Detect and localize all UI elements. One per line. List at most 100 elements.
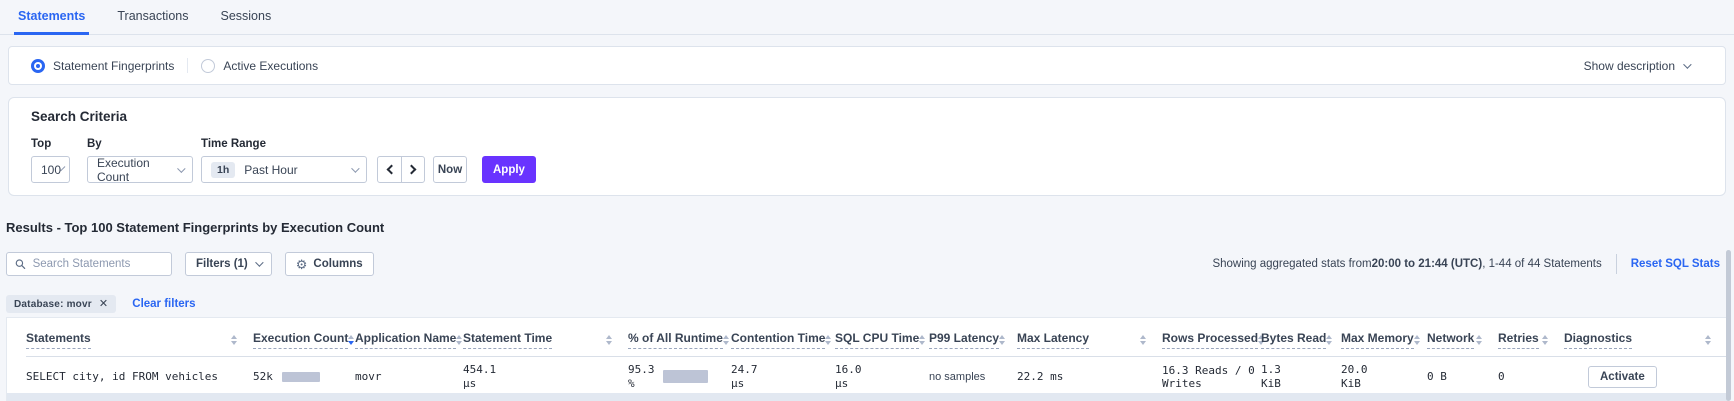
clear-filters-link[interactable]: Clear filters (132, 298, 196, 310)
cell-application-name: movr (355, 370, 382, 383)
database-filter-pill-label: Database: movr (14, 298, 92, 310)
column-header-execution-count[interactable]: Execution Count (253, 331, 355, 349)
by-select-value: Execution Count (97, 155, 150, 184)
column-header-rows-processed[interactable]: Rows Processed (1162, 331, 1265, 349)
vertical-scrollbar[interactable] (1726, 250, 1731, 401)
radio-active-executions[interactable]: Active Executions (201, 58, 319, 73)
view-toggle-bar: Statement Fingerprints Active Executions… (8, 46, 1726, 85)
radio-active-executions-label: Active Executions (223, 58, 319, 73)
time-range-label: Time Range (201, 138, 266, 150)
columns-button-label: Columns (313, 258, 363, 270)
sort-icon-active-desc (348, 335, 355, 345)
cell-bytes-read: 1.3 KiB (1261, 362, 1281, 390)
filters-button[interactable]: Filters (1) (185, 252, 272, 276)
column-header-max-latency[interactable]: Max Latency (1017, 331, 1162, 349)
column-header-retries[interactable]: Retries (1498, 331, 1564, 349)
sort-icon (1258, 335, 1265, 345)
activate-diagnostics-button[interactable]: Activate (1588, 365, 1657, 388)
time-range-badge: 1h (211, 161, 236, 178)
tab-transactions[interactable]: Transactions (113, 0, 192, 35)
chevron-right-icon (406, 164, 417, 175)
column-header-application-name[interactable]: Application Name (355, 331, 463, 349)
execution-count-bar (281, 371, 320, 382)
aggregated-stats-note: Showing aggregated stats from 20:00 to 2… (1212, 258, 1601, 270)
search-statements-input[interactable] (32, 258, 163, 270)
chevron-down-icon (1683, 59, 1692, 69)
top-label: Top (31, 138, 52, 150)
next-row-partial (7, 393, 1727, 401)
time-range-prev-button[interactable] (378, 157, 401, 182)
cell-network: 0 B (1427, 370, 1447, 383)
cell-p99-latency: no samples (929, 370, 986, 383)
cell-max-memory: 20.0 KiB (1341, 362, 1368, 390)
cell-execution-count: 52k (253, 370, 355, 383)
chevron-down-icon (351, 163, 360, 173)
by-select[interactable]: Execution Count (87, 155, 193, 184)
results-toolbar: Filters (1) ⚙ Columns Showing aggregated… (6, 252, 1728, 276)
now-button[interactable]: Now (433, 156, 467, 183)
stats-prefix: Showing aggregated stats from (1212, 258, 1372, 270)
tab-sessions-label: Sessions (220, 9, 272, 23)
column-header-contention-time[interactable]: Contention Time (731, 331, 835, 349)
sort-icon (1326, 335, 1333, 345)
radio-statement-fingerprints-label: Statement Fingerprints (53, 58, 175, 73)
cell-statement[interactable]: SELECT city, id FROM vehicles (26, 370, 219, 383)
cell-pct-runtime: 95.3% (628, 363, 731, 391)
time-range-select[interactable]: 1h Past Hour (201, 156, 367, 183)
sort-icon (1413, 335, 1420, 345)
sql-activity-tabbar: Statements Transactions Sessions (0, 0, 1734, 35)
remove-filter-icon[interactable]: ✕ (98, 297, 109, 310)
tab-statements[interactable]: Statements (14, 0, 90, 35)
tab-statements-label: Statements (18, 9, 86, 23)
sort-icon (999, 335, 1006, 345)
gear-icon: ⚙ (295, 256, 308, 272)
chevron-down-icon (60, 165, 66, 171)
pct-runtime-bar (662, 370, 708, 383)
apply-button[interactable]: Apply (482, 156, 536, 183)
columns-button[interactable]: ⚙ Columns (284, 252, 374, 276)
chevron-left-icon (386, 164, 396, 175)
show-description-toggle[interactable]: Show description (1584, 59, 1703, 73)
column-header-statements[interactable]: Statements (26, 331, 253, 349)
column-header-pct-runtime[interactable]: % of All Runtime (628, 331, 731, 349)
reset-sql-stats-link[interactable]: Reset SQL Stats (1630, 258, 1720, 270)
table-header-row: Statements Execution Count Application N… (26, 318, 1727, 357)
active-filters-row: Database: movr ✕ Clear filters (6, 295, 1728, 313)
time-range-next-button[interactable] (401, 157, 424, 182)
tab-transactions-label: Transactions (117, 9, 189, 23)
time-range-value: Past Hour (244, 162, 298, 177)
sort-icon (722, 335, 729, 345)
top-field: Top 100 (31, 138, 87, 183)
top-select[interactable]: 100 (31, 156, 70, 183)
stats-suffix: , 1-44 of 44 Statements (1482, 258, 1602, 270)
search-criteria-title: Search Criteria (31, 109, 128, 124)
column-header-max-memory[interactable]: Max Memory (1341, 331, 1427, 349)
sort-icon (825, 335, 832, 345)
tab-sessions[interactable]: Sessions (216, 0, 275, 35)
column-header-diagnostics[interactable]: Diagnostics (1564, 331, 1727, 349)
by-field: By Execution Count (87, 138, 201, 184)
sort-icon (1705, 335, 1711, 345)
sort-icon (231, 335, 237, 345)
column-header-bytes-read[interactable]: Bytes Read (1261, 331, 1341, 349)
table-row: SELECT city, id FROM vehicles 52k movr 4… (26, 357, 1727, 397)
column-header-network[interactable]: Network (1427, 331, 1498, 349)
chevron-down-icon (177, 163, 186, 173)
column-header-sql-cpu-time[interactable]: SQL CPU Time (835, 331, 929, 349)
search-icon (15, 259, 26, 269)
column-header-p99-latency[interactable]: P99 Latency (929, 331, 1017, 349)
radio-statement-fingerprints[interactable]: Statement Fingerprints (31, 58, 175, 73)
cell-max-latency: 22.2 ms (1017, 370, 1064, 383)
search-criteria-card: Search Criteria Top 100 By Execution Cou… (8, 97, 1726, 196)
database-filter-pill: Database: movr ✕ (6, 295, 117, 313)
radio-divider (187, 58, 189, 73)
results-heading: Results - Top 100 Statement Fingerprints… (6, 220, 385, 235)
sort-icon (456, 335, 463, 345)
cell-retries: 0 (1498, 370, 1505, 383)
sort-icon (919, 335, 926, 345)
sort-icon (1542, 335, 1548, 345)
sort-icon (606, 335, 612, 345)
radio-selected-icon (31, 58, 45, 73)
search-statements-box (6, 252, 172, 276)
column-header-statement-time[interactable]: Statement Time (463, 331, 628, 349)
